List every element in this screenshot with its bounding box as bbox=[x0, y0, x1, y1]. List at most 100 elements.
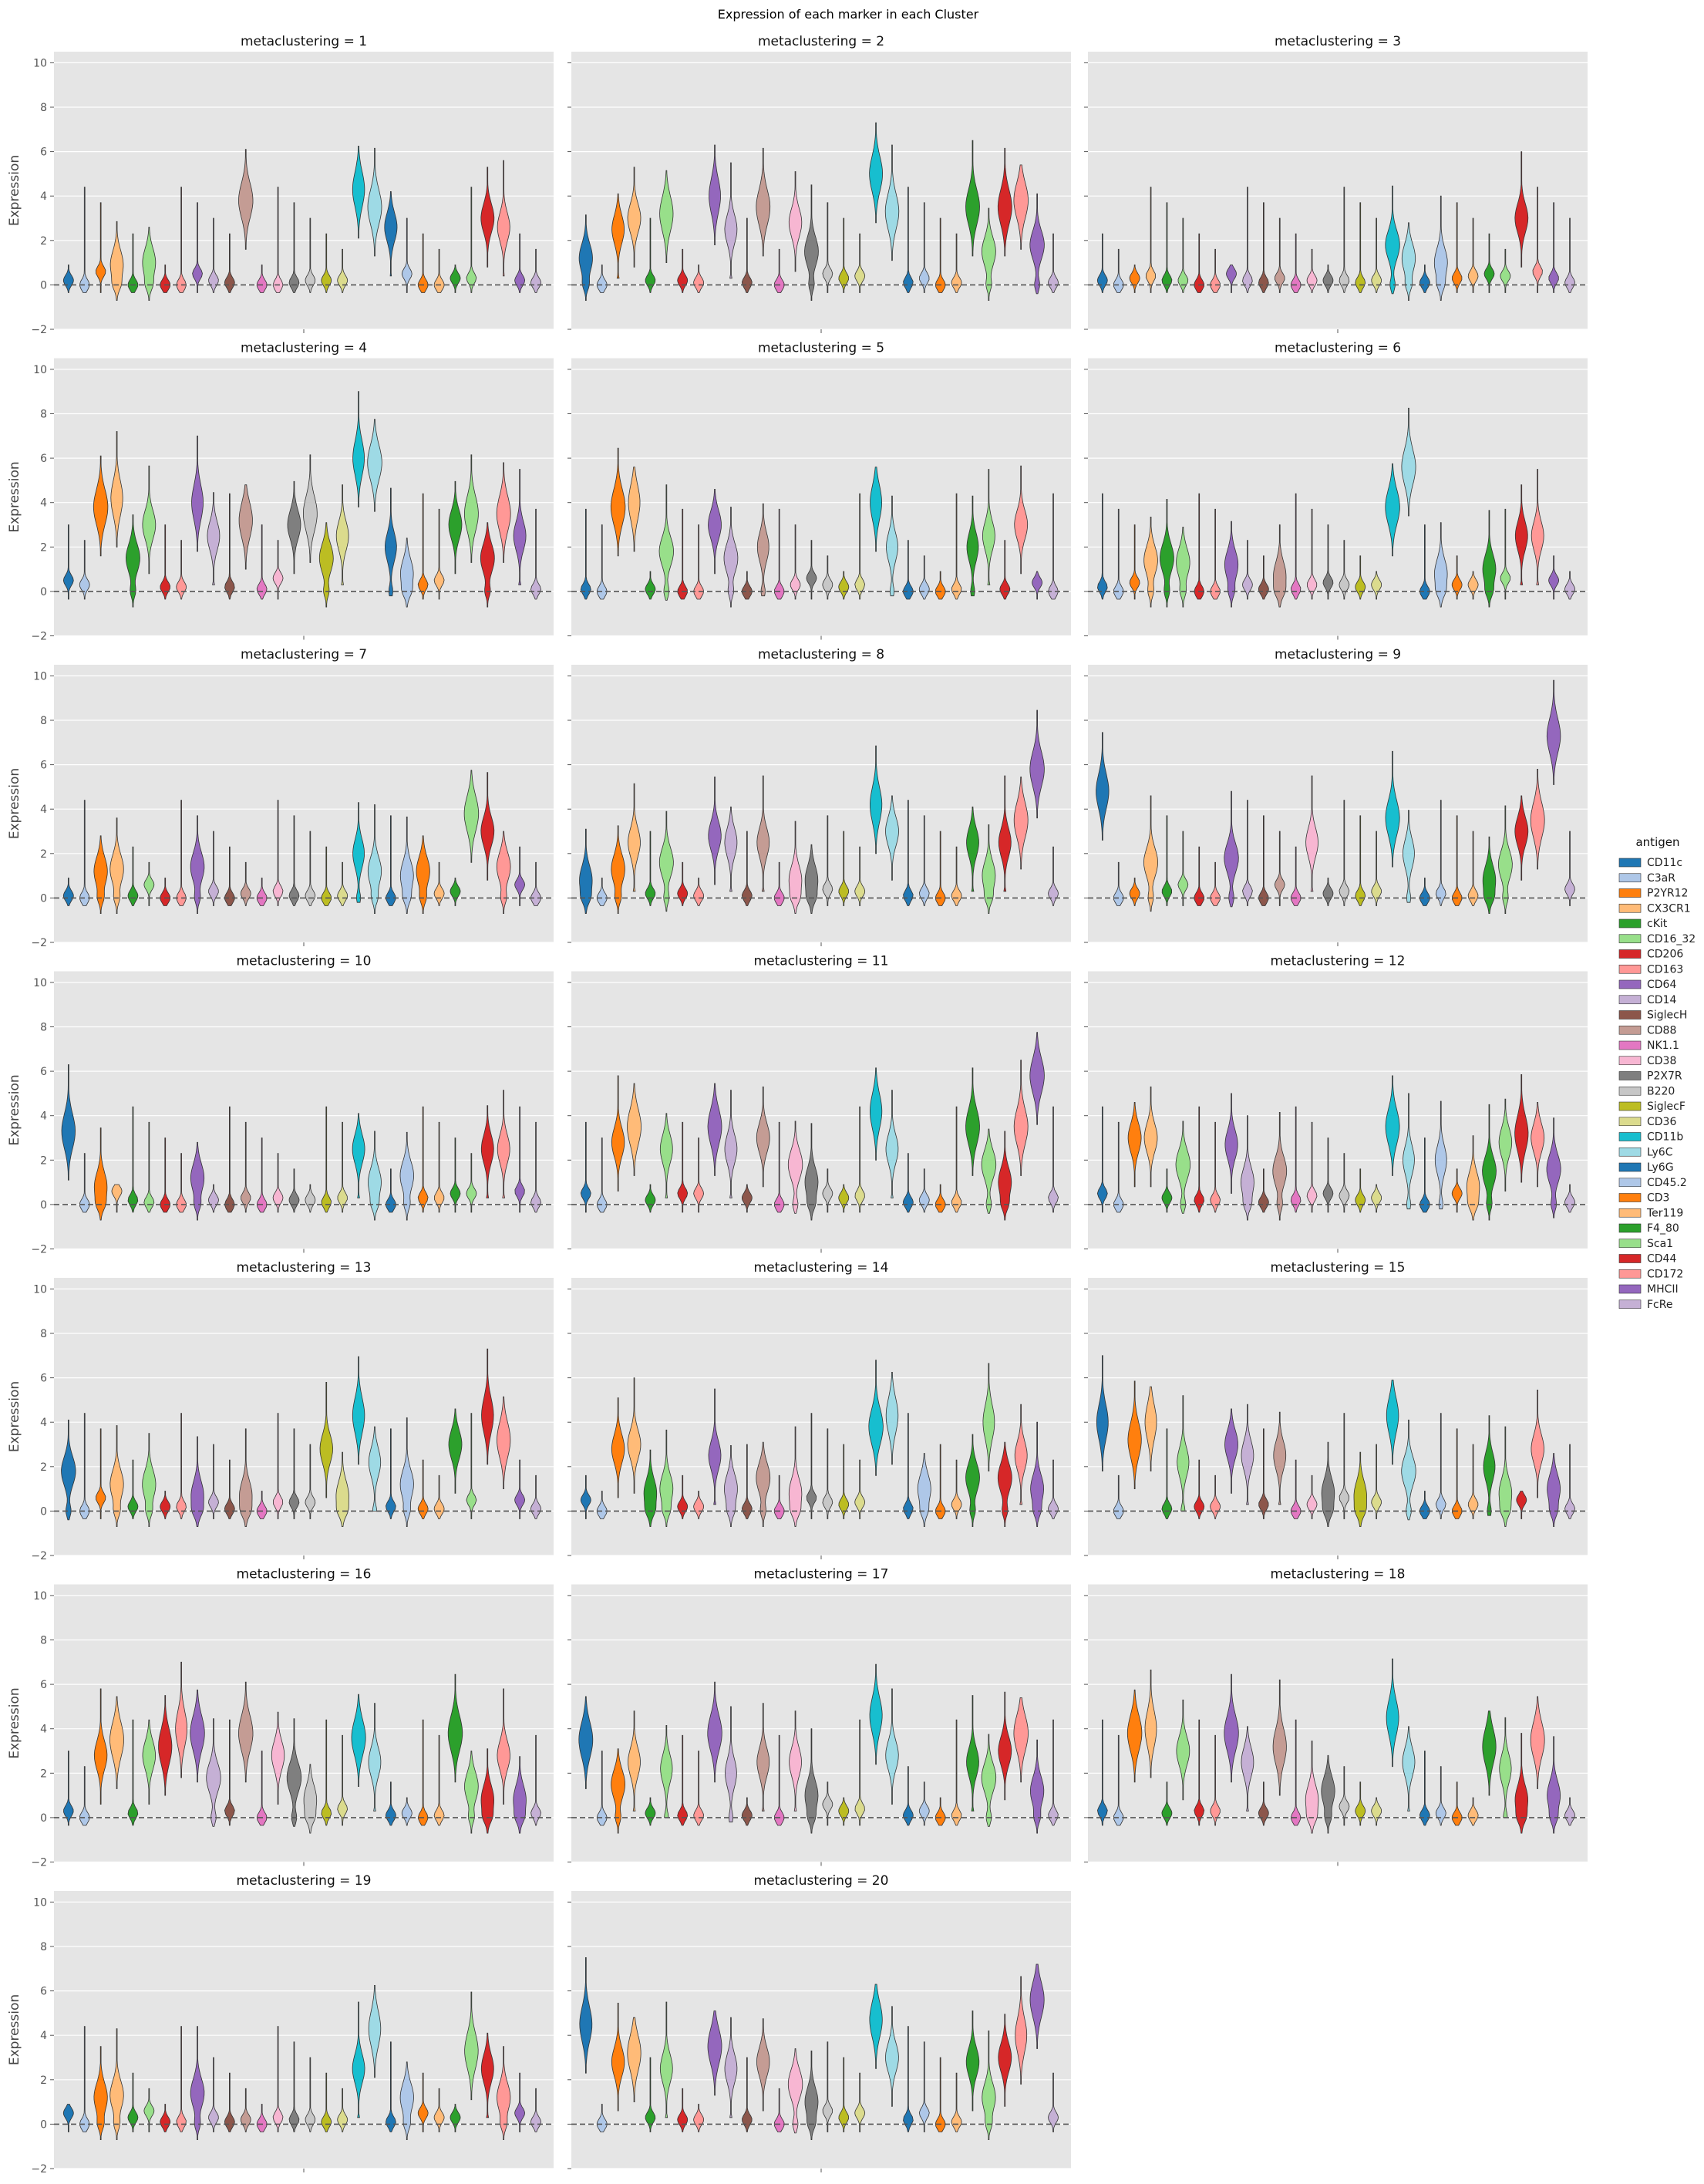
violin-Ly6G bbox=[903, 2026, 914, 2132]
violin-FcRe bbox=[530, 2088, 541, 2132]
violin-SiglecF bbox=[321, 1106, 332, 1213]
violin-NK1.1 bbox=[256, 878, 268, 906]
violin-CD3 bbox=[416, 835, 430, 914]
violin-CD172 bbox=[1013, 777, 1029, 870]
violin-CD64 bbox=[1224, 1673, 1239, 1783]
panel-background bbox=[1088, 971, 1588, 1249]
violin-CD36 bbox=[854, 846, 866, 906]
violin-CD36 bbox=[1371, 217, 1382, 293]
violin-CD3 bbox=[1451, 815, 1463, 906]
y-tick-label: 10 bbox=[33, 977, 47, 989]
violin-SiglecH bbox=[1258, 815, 1269, 906]
violin-P2X7R bbox=[287, 480, 301, 575]
violin-P2X7R bbox=[804, 184, 819, 301]
violin-MHCII bbox=[1029, 1739, 1045, 1834]
violin-CD45.2 bbox=[918, 1168, 930, 1213]
violin-NK1.1 bbox=[773, 508, 785, 600]
violin-CD163 bbox=[175, 1661, 188, 1778]
violin-CD44 bbox=[1514, 484, 1528, 585]
violin-CX3CR1 bbox=[1144, 1670, 1157, 1778]
violin-Ly6G bbox=[903, 1413, 914, 1519]
violin-P2X7R bbox=[806, 1413, 817, 1519]
violin-CD206 bbox=[160, 2104, 171, 2132]
y-axis-label: Expression bbox=[7, 1381, 22, 1452]
violin-F4_80 bbox=[966, 806, 979, 892]
violin-SiglecF bbox=[321, 2072, 332, 2132]
violin-FcRe bbox=[530, 1475, 541, 1519]
violin-CD45.2 bbox=[1435, 1766, 1446, 1826]
violin-CD16_32 bbox=[1177, 217, 1189, 293]
violin-CD3 bbox=[935, 1184, 946, 1213]
violin-MHCII bbox=[514, 233, 526, 293]
violin-CD88 bbox=[1273, 524, 1287, 608]
violin-Sca1 bbox=[463, 770, 480, 863]
violin-CD16_32 bbox=[658, 811, 674, 912]
violin-CD38 bbox=[271, 1711, 285, 1805]
violin-cKit bbox=[1161, 815, 1172, 906]
violin-CD11c bbox=[578, 1696, 594, 1789]
violin-CD16_32 bbox=[659, 170, 674, 263]
violin-CD44 bbox=[480, 2032, 494, 2118]
violin-F4_80 bbox=[448, 480, 463, 575]
violin-CX3CR1 bbox=[627, 167, 642, 268]
violin-CD36 bbox=[1371, 1444, 1382, 1519]
legend-label: FcRe bbox=[1647, 1299, 1672, 1311]
violin-CD172 bbox=[496, 462, 511, 563]
violin-NK1.1 bbox=[773, 861, 785, 906]
violin-CD3 bbox=[417, 1459, 429, 1519]
y-tick-label: 10 bbox=[33, 1590, 47, 1603]
legend-label: CD88 bbox=[1647, 1024, 1676, 1036]
legend-swatch bbox=[1618, 873, 1642, 883]
y-tick-label: −2 bbox=[31, 631, 47, 643]
violin-CD172 bbox=[1531, 469, 1544, 585]
violin-F4_80 bbox=[965, 1434, 980, 1527]
y-tick-label: 2 bbox=[40, 848, 47, 861]
violin-CX3CR1 bbox=[1143, 517, 1158, 608]
y-tick-label: 6 bbox=[40, 1373, 47, 1385]
violin-CD172 bbox=[496, 831, 511, 914]
legend-label: CD44 bbox=[1647, 1253, 1676, 1266]
violin-CD88 bbox=[756, 2018, 770, 2112]
violin-FcRe bbox=[1048, 233, 1059, 293]
violin-Ly6G bbox=[903, 187, 914, 293]
panel-background bbox=[571, 1891, 1071, 2169]
violin-CD163 bbox=[1210, 248, 1221, 293]
violin-CD64 bbox=[708, 777, 722, 885]
facet-panel: metaclustering = 13 −2 0 2 4 6 8 10 Expression bbox=[7, 1260, 554, 1562]
violin-CD3 bbox=[417, 2072, 429, 2132]
violin-cKit bbox=[1160, 499, 1174, 608]
violin-CD36 bbox=[337, 248, 349, 293]
legend-title: antigen bbox=[1635, 835, 1679, 849]
violin-MHCII bbox=[1030, 1421, 1045, 1527]
panel-background bbox=[54, 1278, 554, 1555]
violin-CX3CR1 bbox=[627, 1083, 642, 1176]
facet-panel: metaclustering = 20 bbox=[567, 1873, 1071, 2172]
violin-CX3CR1 bbox=[109, 2028, 124, 2140]
violin-FcRe bbox=[1048, 493, 1059, 600]
legend-swatch bbox=[1618, 1086, 1642, 1096]
violin-CD16_32 bbox=[142, 465, 157, 575]
violin-cKit bbox=[1161, 1781, 1173, 1826]
violin-CD11c bbox=[579, 828, 593, 914]
violin-C3aR bbox=[79, 187, 90, 293]
legend-label: SiglecF bbox=[1647, 1100, 1685, 1113]
y-tick-label: 8 bbox=[40, 1635, 47, 1647]
violin-SiglecH bbox=[1258, 555, 1269, 600]
violin-SiglecH bbox=[1258, 1781, 1269, 1826]
violin-P2YR12 bbox=[93, 1688, 108, 1805]
violin-CD44 bbox=[1514, 151, 1529, 268]
violin-CD206 bbox=[1194, 846, 1205, 906]
violin-CD36 bbox=[337, 1734, 349, 1826]
violin-FcRe bbox=[1564, 571, 1575, 600]
violin-C3aR bbox=[1113, 1121, 1124, 1213]
violin-Ly6C bbox=[1401, 1419, 1416, 1521]
violin-CD38 bbox=[272, 2026, 284, 2132]
legend-swatch bbox=[1618, 1223, 1642, 1233]
violin-CX3CR1 bbox=[110, 431, 123, 548]
violin-CX3CR1 bbox=[1143, 795, 1159, 912]
panel-title: metaclustering = 11 bbox=[754, 954, 889, 969]
legend-swatch bbox=[1618, 934, 1642, 944]
violin-P2YR12 bbox=[610, 447, 626, 557]
legend-label: CD36 bbox=[1647, 1116, 1676, 1128]
violin-Ter119 bbox=[433, 861, 445, 906]
